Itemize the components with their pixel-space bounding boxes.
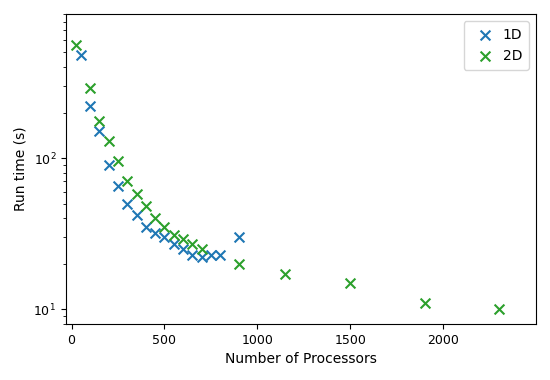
- 1D: [86, 103, 95, 109]
- 1D: [169, 241, 178, 247]
- 2D: [169, 232, 178, 238]
- 2D: [104, 138, 113, 144]
- 1D: [188, 252, 197, 258]
- 2D: [346, 280, 355, 286]
- 1D: [104, 162, 113, 168]
- 2D: [188, 241, 197, 247]
- 1D: [141, 224, 150, 230]
- 2D: [123, 179, 131, 185]
- 1D: [234, 234, 243, 240]
- Y-axis label: Run time (s): Run time (s): [14, 127, 28, 211]
- 2D: [179, 236, 188, 242]
- 1D: [151, 230, 160, 236]
- 2D: [132, 191, 141, 197]
- 2D: [281, 271, 290, 277]
- 2D: [494, 306, 503, 312]
- 1D: [76, 52, 85, 58]
- 1D: [95, 128, 104, 135]
- 2D: [151, 215, 160, 221]
- Legend: 1D, 2D: 1D, 2D: [464, 21, 529, 70]
- 1D: [113, 183, 122, 189]
- 2D: [95, 118, 104, 124]
- 1D: [132, 212, 141, 218]
- X-axis label: Number of Processors: Number of Processors: [225, 352, 377, 366]
- 1D: [197, 254, 206, 260]
- 2D: [160, 224, 169, 230]
- 1D: [160, 234, 169, 240]
- 2D: [86, 85, 95, 91]
- 2D: [113, 158, 122, 165]
- 1D: [216, 252, 224, 258]
- 2D: [197, 246, 206, 252]
- 2D: [420, 300, 429, 306]
- 1D: [123, 201, 131, 207]
- 2D: [234, 261, 243, 267]
- 2D: [141, 203, 150, 209]
- 2D: [72, 42, 80, 48]
- 1D: [206, 252, 215, 258]
- 1D: [179, 246, 188, 252]
